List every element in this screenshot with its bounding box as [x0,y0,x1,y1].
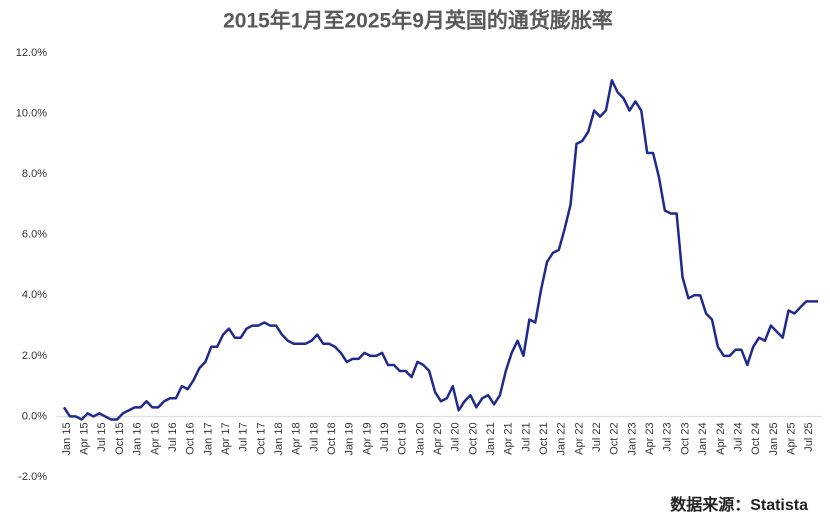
x-tick-label: Oct 19 [397,422,409,454]
x-tick-label: Jan 18 [273,422,285,455]
x-tick-label: Jul 16 [167,422,179,451]
x-tick-label: Apr 21 [503,422,515,454]
x-tick-label: Jul 22 [591,422,603,451]
y-tick-label: 8.0% [22,168,47,180]
x-tick-label: Apr 20 [432,422,444,454]
x-tick-label: Jul 18 [308,422,320,451]
y-tick-label: 4.0% [22,289,47,301]
x-tick-label: Apr 19 [361,422,373,454]
x-tick-label: Jan 21 [485,422,497,455]
x-tick-label: Jan 24 [697,422,709,455]
x-tick-label: Jan 16 [132,422,144,455]
x-tick-label: Oct 18 [326,422,338,454]
x-tick-label: Oct 21 [538,422,550,454]
x-tick-label: Jul 20 [450,422,462,451]
line-series [62,79,818,421]
x-tick-label: Jul 17 [238,422,250,451]
x-tick-label: Jul 23 [662,422,674,451]
y-tick-label: 6.0% [22,229,47,241]
y-tick-label: -2.0% [18,471,47,483]
x-tick-label: Jan 22 [556,422,568,455]
x-tick-label: Jan 20 [414,422,426,455]
y-tick-label: 10.0% [16,107,47,119]
y-tick-label: 2.0% [22,350,47,362]
x-tick-label: Oct 16 [185,422,197,454]
x-tick-label: Jan 25 [768,422,780,455]
x-tick-label: Apr 25 [785,422,797,454]
x-tick-label: Oct 22 [609,422,621,454]
x-tick-label: Jan 23 [626,422,638,455]
x-tick-label: Jul 21 [520,422,532,451]
x-tick-label: Apr 18 [291,422,303,454]
x-tick-label: Apr 22 [573,422,585,454]
x-tick-label: Apr 23 [644,422,656,454]
x-tick-label: Apr 24 [715,422,727,454]
x-tick-label: Oct 15 [114,422,126,454]
x-tick-label: Jul 19 [379,422,391,451]
x-tick-label: Jan 15 [61,422,73,455]
x-tick-label: Apr 16 [149,422,161,454]
chart-title: 2015年1月至2025年9月英国的通货膨胀率 [223,9,613,33]
x-tick-label: Apr 15 [79,422,91,454]
y-tick-label: 12.0% [16,47,47,59]
x-tick-label: Jul 15 [96,422,108,451]
x-tick-label: Oct 24 [750,422,762,454]
x-tick-label: Jan 17 [202,422,214,455]
x-tick-label: Apr 17 [220,422,232,454]
x-tick-label: Jul 25 [803,422,815,451]
x-tick-label: Oct 20 [467,422,479,454]
x-tick-label: Jan 19 [344,422,356,455]
x-tick-label: Oct 17 [255,422,267,454]
x-tick-label: Oct 23 [679,422,691,454]
x-tick-label: Jul 24 [732,422,744,451]
y-tick-label: 0.0% [22,410,47,422]
source: 数据来源：Statista [670,495,808,514]
